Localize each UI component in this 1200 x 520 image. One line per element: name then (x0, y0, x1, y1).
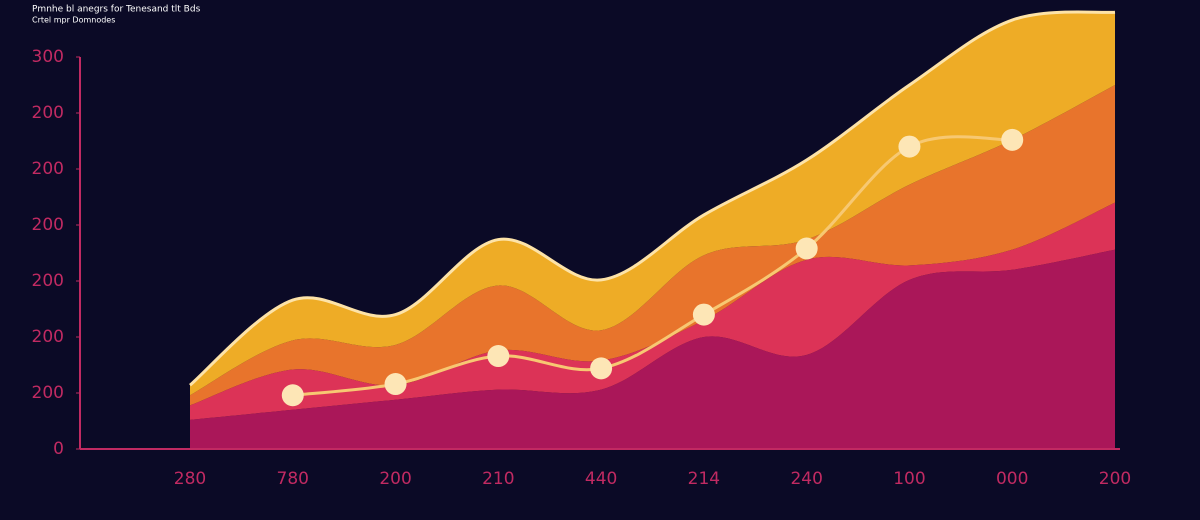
y-tick-label: 0 (53, 439, 64, 459)
point (384, 373, 407, 396)
point (487, 345, 510, 368)
area (190, 12, 1115, 396)
y-tick-label: 300 (32, 47, 64, 67)
x-tick-label: 200 (1099, 469, 1131, 489)
point (1001, 128, 1024, 151)
y-tick-label: 200 (32, 159, 64, 179)
x-tick-label: 210 (482, 469, 514, 489)
x-tick-label: 214 (688, 469, 720, 489)
y-tick-label: 200 (32, 271, 64, 291)
y-tick-label: 200 (32, 383, 64, 403)
point (281, 384, 304, 407)
y-tick-label: 200 (32, 215, 64, 235)
x-tick-label: 240 (790, 469, 822, 489)
x-tick-label: 280 (174, 469, 206, 489)
point (590, 357, 613, 380)
point (898, 135, 921, 158)
area-edge (189, 10, 1116, 387)
line (292, 135, 1013, 397)
x-tick-label: 440 (585, 469, 617, 489)
point (795, 237, 818, 260)
x-tick-label: 000 (996, 469, 1028, 489)
y-tick-label: 200 (32, 103, 64, 123)
area (190, 85, 1115, 406)
y-tick-label: 200 (32, 327, 64, 347)
area (190, 249, 1115, 449)
chart-title: Pmnhe bl anegrs for Tenesand tlt Bds (32, 5, 201, 15)
x-tick-label: 780 (277, 469, 309, 489)
x-tick-label: 100 (893, 469, 925, 489)
chart-subtitle: Crtel mpr Domnodes (32, 16, 115, 25)
point (692, 303, 715, 326)
x-tick-label: 200 (379, 469, 411, 489)
